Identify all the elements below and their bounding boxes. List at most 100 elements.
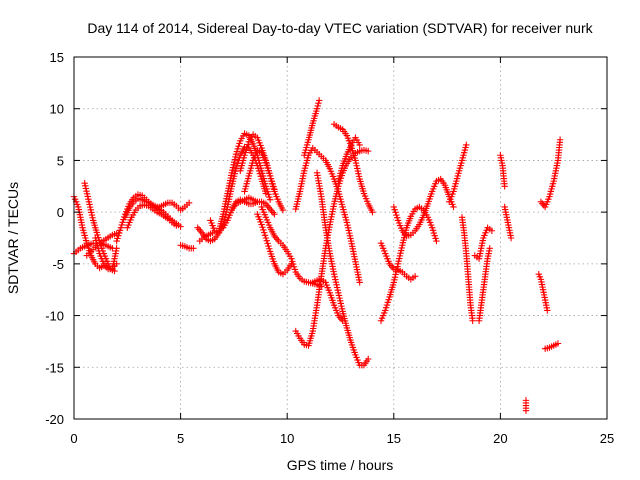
- data-point: [166, 216, 174, 223]
- x-tick-label: 15: [387, 431, 401, 446]
- data-point: [390, 203, 397, 211]
- data-point: [365, 355, 372, 363]
- data-point: [261, 232, 269, 239]
- data-point: [265, 167, 272, 174]
- plot-points: [70, 97, 564, 414]
- y-axis-label: SDTVAR / TECUs: [5, 182, 21, 294]
- data-point: [488, 227, 496, 234]
- x-tick-label: 0: [70, 431, 77, 446]
- data-point: [264, 188, 271, 195]
- data-point: [501, 183, 508, 190]
- data-point: [382, 304, 390, 311]
- data-point: [271, 211, 278, 218]
- data-point: [486, 245, 493, 252]
- data-point: [232, 151, 240, 158]
- data-point: [429, 227, 437, 234]
- data-point: [254, 198, 261, 205]
- data-point: [392, 209, 399, 216]
- data-point: [289, 258, 296, 265]
- data-point: [522, 407, 530, 414]
- data-point: [315, 99, 322, 107]
- x-tick-label: 5: [177, 431, 184, 446]
- data-point: [271, 186, 278, 193]
- data-point: [236, 140, 243, 147]
- axis-ticks: [73, 56, 608, 420]
- data-point: [242, 149, 249, 156]
- data-point: [235, 142, 242, 150]
- data-point: [313, 105, 321, 112]
- data-point: [369, 208, 376, 216]
- data-point: [356, 141, 363, 149]
- data-point: [116, 227, 124, 234]
- data-point: [262, 234, 270, 242]
- data-point: [259, 224, 266, 231]
- data-point: [384, 299, 392, 306]
- chart-title: Day 114 of 2014, Sidereal Day-to-day VTE…: [87, 20, 593, 36]
- data-point: [268, 178, 276, 185]
- data-point: [269, 180, 276, 188]
- data-point: [291, 266, 299, 273]
- data-point: [265, 242, 272, 250]
- data-point: [393, 211, 400, 219]
- data-point: [266, 170, 273, 177]
- data-point: [234, 145, 241, 153]
- data-point: [428, 224, 436, 231]
- data-point: [556, 136, 564, 143]
- data-point: [113, 237, 120, 245]
- data-point: [267, 175, 275, 182]
- y-tick-label: -15: [45, 360, 64, 375]
- data-point: [266, 245, 273, 252]
- data-point: [258, 221, 265, 228]
- data-point: [260, 226, 267, 234]
- data-point: [263, 237, 270, 244]
- data-point: [233, 148, 241, 155]
- data-point: [173, 222, 180, 229]
- data-point: [244, 141, 252, 148]
- data-point: [554, 340, 562, 347]
- y-tick-label: 0: [57, 205, 64, 220]
- data-point: [264, 240, 271, 247]
- y-tick-label: -5: [52, 257, 64, 272]
- data-point: [117, 224, 125, 231]
- data-point: [113, 245, 120, 252]
- data-point: [265, 191, 272, 198]
- plot-frame: [73, 56, 608, 420]
- data-point: [185, 199, 193, 207]
- data-point: [177, 223, 184, 230]
- data-point: [544, 307, 551, 314]
- data-point: [290, 263, 298, 270]
- y-tick-label: 5: [57, 153, 64, 168]
- data-point: [432, 235, 439, 242]
- x-tick-label: 10: [280, 431, 294, 446]
- data-point: [385, 296, 392, 303]
- data-point: [264, 164, 271, 172]
- y-tick-label: -20: [45, 412, 64, 427]
- data-point: [262, 159, 270, 166]
- data-point: [279, 206, 287, 214]
- data-point: [266, 193, 273, 201]
- data-point: [115, 229, 123, 237]
- x-tick-label: 25: [600, 431, 614, 446]
- data-point: [288, 255, 295, 262]
- data-point: [118, 221, 125, 229]
- data-point: [356, 279, 363, 286]
- data-point: [119, 219, 126, 226]
- data-point: [190, 245, 197, 252]
- data-point: [469, 317, 476, 324]
- data-point: [507, 234, 515, 242]
- data-point: [411, 273, 419, 280]
- y-tick-label: 15: [50, 50, 64, 65]
- data-point: [260, 229, 268, 236]
- data-point: [431, 232, 438, 239]
- data-point: [263, 185, 270, 193]
- data-point: [365, 147, 372, 155]
- data-point: [266, 196, 274, 203]
- y-tick-label: 10: [50, 102, 64, 117]
- data-point: [463, 141, 470, 149]
- data-point: [315, 97, 323, 104]
- x-tick-labels: 0 5 10 15 20 25: [70, 431, 614, 446]
- data-point: [243, 143, 251, 151]
- data-point: [433, 237, 440, 245]
- data-point: [266, 172, 274, 180]
